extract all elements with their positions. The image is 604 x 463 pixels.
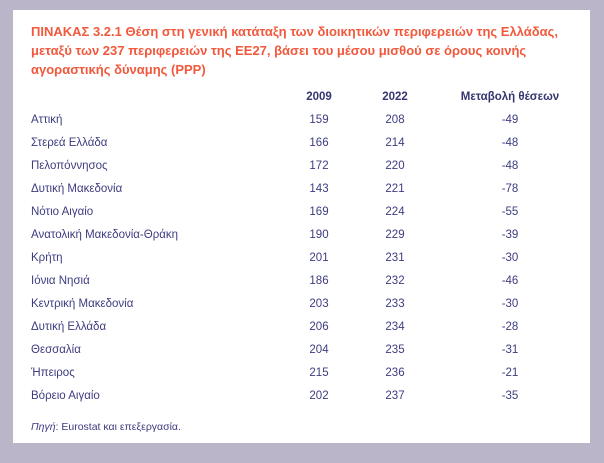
rank-2022-cell: 229 xyxy=(385,228,405,241)
rank-2022-cell: 231 xyxy=(385,251,405,264)
region-cell: Πελοπόννησος xyxy=(31,159,108,172)
table-row: Κρήτη 201 231 -30 xyxy=(31,246,590,269)
source-text: : Eurostat και επεξεργασία. xyxy=(55,421,181,433)
rank-2009-cell: 172 xyxy=(309,159,329,172)
region-cell: Κρήτη xyxy=(31,251,63,264)
rank-2022-cell: 221 xyxy=(385,182,405,195)
rank-2022-cell: 220 xyxy=(385,159,405,172)
rank-2022-cell: 232 xyxy=(385,274,405,287)
region-cell: Στερεά Ελλάδα xyxy=(31,136,108,149)
change-cell: -21 xyxy=(501,366,519,379)
region-cell: Βόρειο Αιγαίο xyxy=(31,389,100,402)
rank-2009-cell: 166 xyxy=(309,136,329,149)
table-header-row: 2009 2022 Μεταβολή θέσεων xyxy=(31,85,590,108)
source-note: Πηγή: Eurostat και επεξεργασία. xyxy=(31,421,590,433)
table-row: Ανατολική Μακεδονία-Θράκη 190 229 -39 xyxy=(31,223,590,246)
rank-2009-cell: 206 xyxy=(309,320,329,333)
header-region-cell xyxy=(31,85,278,108)
table-row: Θεσσαλία 204 235 -31 xyxy=(31,338,590,361)
region-cell: Θεσσαλία xyxy=(31,343,81,356)
change-cell: -49 xyxy=(501,113,519,126)
table-row: Αττική 159 208 -49 xyxy=(31,108,590,131)
source-label: Πηγή xyxy=(31,421,56,433)
change-cell: -46 xyxy=(501,274,519,287)
rank-2022-cell: 233 xyxy=(385,297,405,310)
rank-2009-cell: 203 xyxy=(309,297,329,310)
header-2022-cell: 2022 xyxy=(382,90,408,103)
rank-2009-cell: 159 xyxy=(309,113,329,126)
rank-2009-cell: 201 xyxy=(309,251,329,264)
rank-2022-cell: 208 xyxy=(385,113,405,126)
change-cell: -48 xyxy=(501,136,519,149)
rank-2009-cell: 143 xyxy=(309,182,329,195)
region-cell: Ήπειρος xyxy=(31,366,75,379)
rank-2022-cell: 236 xyxy=(385,366,405,379)
rank-2022-cell: 234 xyxy=(385,320,405,333)
table-row: Κεντρική Μακεδονία 203 233 -30 xyxy=(31,292,590,315)
region-cell: Ανατολική Μακεδονία-Θράκη xyxy=(31,228,179,241)
header-2009-cell: 2009 xyxy=(306,90,332,103)
table-row: Στερεά Ελλάδα 166 214 -48 xyxy=(31,131,590,154)
table-row: Πελοπόννησος 172 220 -48 xyxy=(31,154,590,177)
rank-2009-cell: 202 xyxy=(309,389,329,402)
rank-2009-cell: 215 xyxy=(309,366,329,379)
change-cell: -78 xyxy=(501,182,519,195)
header-change-cell: Μεταβολή θέσεων xyxy=(460,90,560,103)
region-cell: Αττική xyxy=(31,113,63,126)
change-cell: -28 xyxy=(501,320,519,333)
table-row: Νότιο Αιγαίο 169 224 -55 xyxy=(31,200,590,223)
rank-2009-cell: 190 xyxy=(309,228,329,241)
rank-2022-cell: 237 xyxy=(385,389,405,402)
region-cell: Νότιο Αιγαίο xyxy=(31,205,94,218)
rank-2022-cell: 224 xyxy=(385,205,405,218)
change-cell: -39 xyxy=(501,228,519,241)
table-row: Ιόνια Νησιά 186 232 -46 xyxy=(31,269,590,292)
change-cell: -30 xyxy=(501,251,519,264)
change-cell: -30 xyxy=(501,297,519,310)
change-cell: -55 xyxy=(501,205,519,218)
table-card: ΠΙΝΑΚΑΣ 3.2.1 Θέση στη γενική κατάταξη τ… xyxy=(13,10,590,443)
change-cell: -35 xyxy=(501,389,519,402)
table-row: Δυτική Μακεδονία 143 221 -78 xyxy=(31,177,590,200)
region-cell: Κεντρική Μακεδονία xyxy=(31,297,134,310)
region-cell: Δυτική Μακεδονία xyxy=(31,182,123,195)
region-cell: Ιόνια Νησιά xyxy=(31,274,90,287)
regions-ranking-table: 2009 2022 Μεταβολή θέσεων Αττική 159 208… xyxy=(31,85,590,407)
rank-2009-cell: 204 xyxy=(309,343,329,356)
table-title: ΠΙΝΑΚΑΣ 3.2.1 Θέση στη γενική κατάταξη τ… xyxy=(31,24,558,77)
table-row: Βόρειο Αιγαίο 202 237 -35 xyxy=(31,384,590,407)
rank-2022-cell: 214 xyxy=(385,136,405,149)
region-cell: Δυτική Ελλάδα xyxy=(31,320,107,333)
rank-2022-cell: 235 xyxy=(385,343,405,356)
change-cell: -31 xyxy=(501,343,519,356)
table-row: Δυτική Ελλάδα 206 234 -28 xyxy=(31,315,590,338)
table-row: Ήπειρος 215 236 -21 xyxy=(31,361,590,384)
rank-2009-cell: 169 xyxy=(309,205,329,218)
rank-2009-cell: 186 xyxy=(309,274,329,287)
change-cell: -48 xyxy=(501,159,519,172)
